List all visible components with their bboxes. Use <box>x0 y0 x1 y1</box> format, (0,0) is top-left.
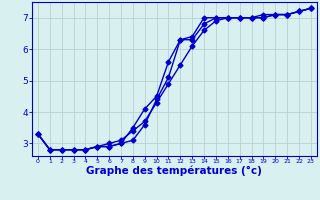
X-axis label: Graphe des températures (°c): Graphe des températures (°c) <box>86 166 262 176</box>
